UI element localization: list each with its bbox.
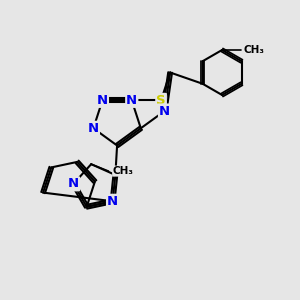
Text: N: N <box>159 104 170 118</box>
Text: CH₃: CH₃ <box>244 45 265 55</box>
Text: N: N <box>97 94 108 107</box>
Text: N: N <box>68 177 79 190</box>
Text: N: N <box>107 195 118 208</box>
Text: N: N <box>88 122 99 135</box>
Text: N: N <box>126 94 137 107</box>
Text: CH₃: CH₃ <box>113 166 134 176</box>
Text: S: S <box>156 94 166 107</box>
